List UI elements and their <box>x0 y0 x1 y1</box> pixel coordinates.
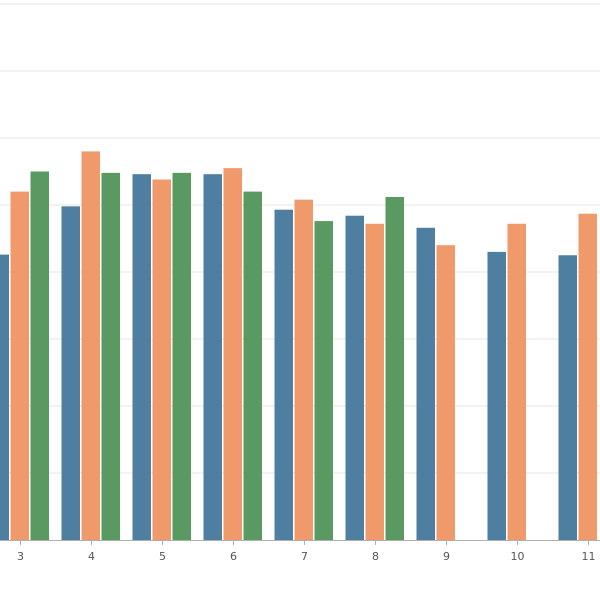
bars <box>0 151 597 541</box>
bar <box>30 171 49 540</box>
bar <box>274 209 293 540</box>
bar <box>436 245 455 540</box>
x-tick-label: 11 <box>582 550 596 563</box>
bar <box>61 206 80 540</box>
bar <box>223 168 242 540</box>
x-tick-label: 7 <box>301 550 308 563</box>
bar <box>203 174 222 540</box>
x-tick-label: 5 <box>159 550 166 563</box>
bar <box>81 151 100 540</box>
bar <box>416 227 435 540</box>
x-tick-label: 9 <box>443 550 450 563</box>
x-tick-label: 3 <box>17 550 24 563</box>
bar <box>314 221 333 540</box>
bar <box>10 191 29 540</box>
x-axis: 3 4 5 6 7 8 9 10 11 <box>0 540 600 563</box>
bar <box>132 174 151 540</box>
bar <box>172 172 191 540</box>
bar <box>558 255 577 540</box>
x-tick-label: 10 <box>511 550 525 563</box>
bar <box>101 172 120 540</box>
bar <box>243 191 262 540</box>
bar <box>578 213 597 540</box>
bar <box>0 254 9 540</box>
bar <box>345 215 364 540</box>
bar <box>507 223 526 540</box>
bar <box>385 196 404 540</box>
x-tick-label: 4 <box>88 550 95 563</box>
x-tick-label: 6 <box>230 550 237 563</box>
bar <box>294 199 313 540</box>
x-tick-label: 8 <box>372 550 379 563</box>
bar <box>152 179 171 541</box>
bar <box>365 223 384 540</box>
bar <box>487 251 506 540</box>
